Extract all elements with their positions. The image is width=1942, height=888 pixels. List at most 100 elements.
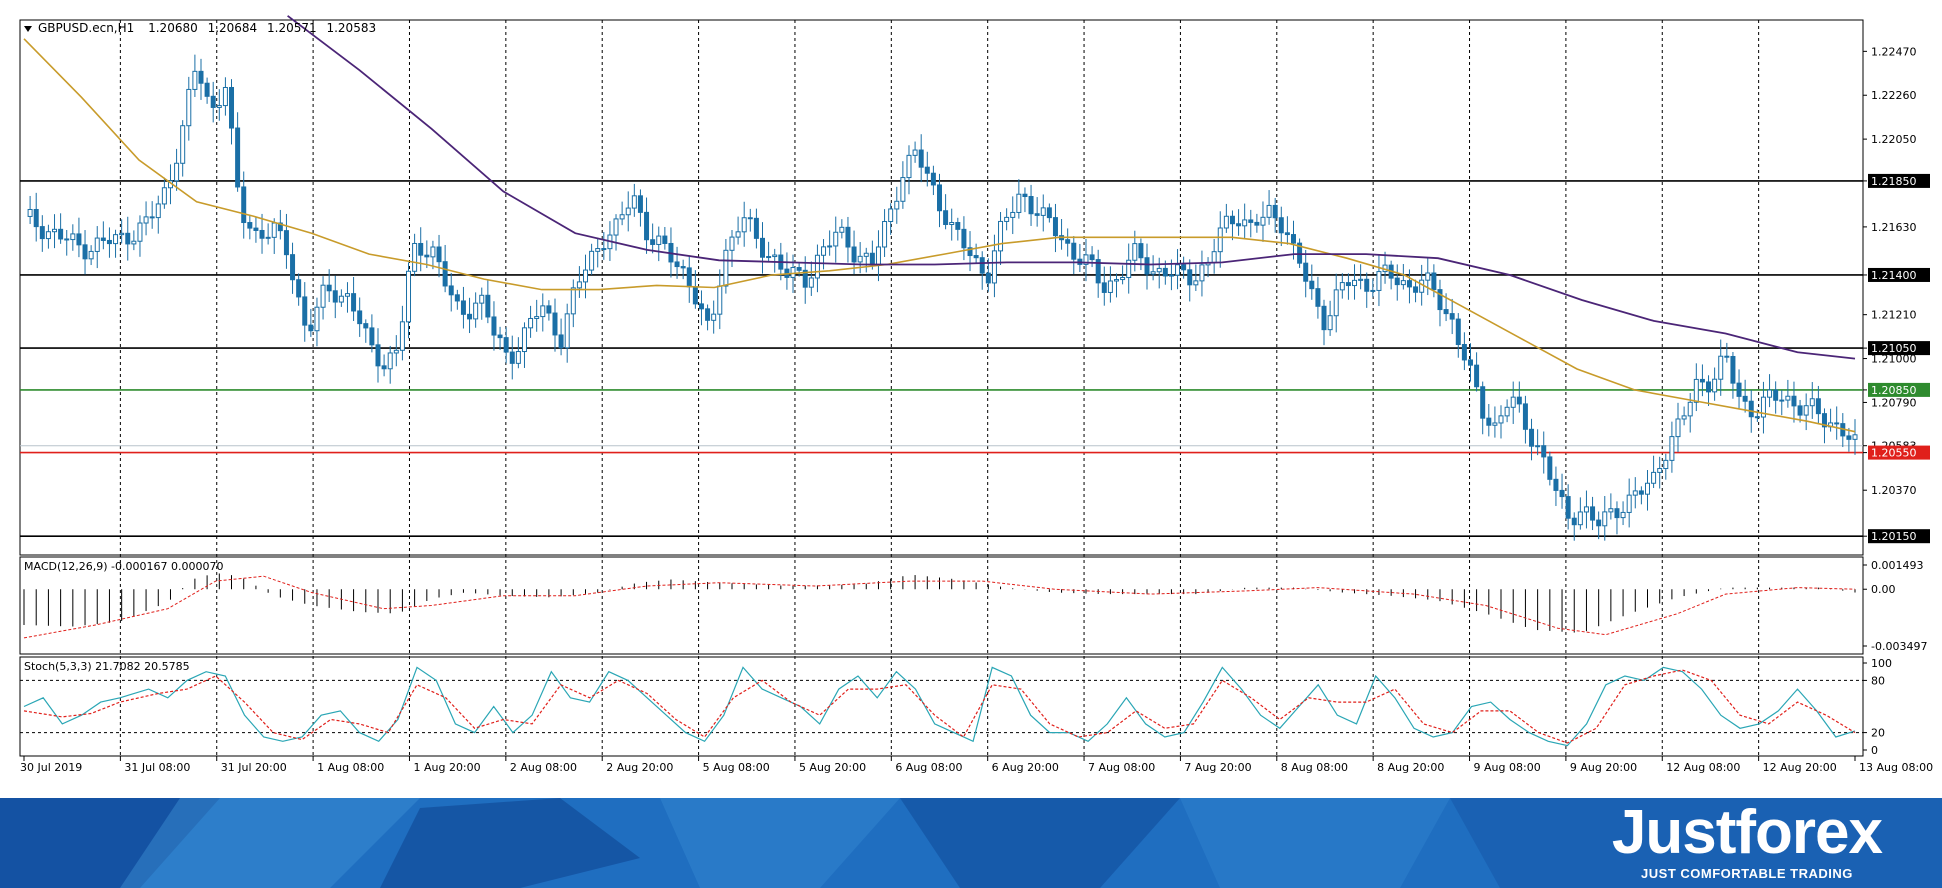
price-tick-label: 1.20370	[1871, 484, 1917, 497]
macd-tick-label: 0.00	[1871, 583, 1896, 596]
candlesticks	[27, 54, 1858, 541]
candle-body	[1803, 405, 1809, 416]
stochastic-panel[interactable]: 100 80 20 0 Stoch(5,3,3) 21.7082 20.5785	[19, 656, 1892, 757]
candle-body	[570, 287, 576, 315]
candle-body	[698, 303, 704, 310]
candle-body	[1779, 399, 1785, 402]
candle-body	[1223, 215, 1229, 229]
candle-body	[1181, 264, 1187, 271]
macd-panel[interactable]: 0.001493 0.00 -0.003497 MACD(12,26,9) -0.0…	[19, 556, 1927, 655]
candle-body	[442, 261, 448, 287]
candle-body	[1113, 279, 1119, 282]
candle-body	[357, 310, 363, 325]
candle-body	[1339, 282, 1345, 291]
candle-body	[1132, 243, 1138, 261]
candle-body	[1028, 196, 1034, 215]
candle-body	[216, 105, 222, 108]
candle-body	[1046, 207, 1052, 219]
candle-body	[1406, 280, 1412, 288]
candle-body	[1187, 269, 1193, 286]
banner-shape	[1180, 798, 1450, 888]
candle-body	[1345, 282, 1351, 287]
candle-body	[1425, 272, 1431, 281]
candle-body	[1150, 271, 1156, 275]
candle-body	[113, 234, 119, 245]
candle-body	[320, 284, 326, 308]
candle-body	[82, 244, 88, 260]
candle-body	[399, 321, 405, 351]
time-label: 1 Aug 20:00	[413, 761, 480, 774]
candle-body	[1327, 315, 1333, 331]
candle-body	[1785, 395, 1791, 401]
price-tick-label: 1.22050	[1871, 133, 1917, 146]
stochastic-tick-label: 0	[1871, 744, 1878, 757]
candle-body	[1809, 398, 1815, 407]
candle-body	[1101, 282, 1107, 293]
candle-body	[601, 248, 607, 251]
candle-body	[906, 154, 912, 179]
time-label: 8 Aug 20:00	[1377, 761, 1444, 774]
candle-body	[1272, 204, 1278, 219]
candle-body	[863, 252, 869, 257]
candle-body	[1492, 422, 1498, 426]
candle-body	[64, 238, 70, 241]
candle-body	[1144, 257, 1150, 275]
candle-body	[845, 226, 851, 248]
candle-body	[686, 267, 692, 288]
candle-body	[723, 249, 729, 287]
candle-body	[1052, 217, 1058, 237]
candle-body	[528, 317, 534, 329]
candle-body	[1309, 280, 1315, 290]
candle-body	[1297, 242, 1303, 264]
candle-body	[1138, 243, 1144, 259]
candle-body	[467, 313, 473, 320]
candle-body	[564, 313, 570, 349]
candle-body	[1260, 216, 1266, 226]
price-panel[interactable]: 1.22470 1.22260 1.22050 1.21850 1.21630 1.214…	[19, 15, 1930, 556]
candle-body	[424, 254, 430, 258]
price-tick-label: 1.21630	[1871, 221, 1917, 234]
collapse-arrow-icon[interactable]	[24, 26, 32, 32]
ohlc-close: 1.20583	[326, 21, 376, 35]
candle-body	[979, 257, 985, 274]
candle-body	[1236, 223, 1242, 227]
stochastic-k-line	[23, 666, 1856, 747]
candle-body	[1266, 204, 1272, 218]
candle-body	[985, 272, 991, 284]
candle-body	[1596, 519, 1602, 527]
symbol-title: GBPUSD.ecn,H1 1.20680 1.20684 1.20571 1.…	[38, 21, 376, 35]
candle-body	[1126, 259, 1132, 279]
banner-shape	[380, 798, 640, 888]
banner-background	[0, 798, 1942, 888]
candle-body	[308, 324, 314, 332]
candle-body	[1443, 309, 1449, 315]
candle-body	[827, 245, 833, 248]
candle-body	[918, 149, 924, 168]
macd-histogram	[23, 573, 1856, 633]
candle-body	[1065, 239, 1071, 244]
moving-average-fast	[23, 38, 1856, 433]
candle-body	[967, 247, 973, 257]
candle-body	[760, 237, 766, 258]
time-label: 13 Aug 08:00	[1859, 761, 1933, 774]
candle-body	[222, 86, 228, 107]
candle-body	[662, 235, 668, 244]
candle-body	[1614, 508, 1620, 519]
candle-body	[546, 305, 552, 314]
candle-body	[1821, 413, 1827, 428]
candle-body	[900, 177, 906, 202]
candle-body	[375, 344, 381, 367]
time-label: 6 Aug 08:00	[895, 761, 962, 774]
candle-body	[253, 227, 259, 231]
candle-body	[210, 95, 216, 108]
candle-body	[381, 365, 387, 370]
candle-body	[595, 248, 601, 252]
candle-body	[1156, 267, 1162, 273]
macd-signal-line	[23, 575, 1856, 639]
brand-tagline: JUST COMFORTABLE TRADING	[1641, 866, 1853, 881]
stochastic-d-line	[23, 669, 1856, 744]
time-label: 31 Jul 08:00	[124, 761, 190, 774]
candle-body	[1352, 279, 1358, 287]
candle-body	[259, 229, 265, 239]
